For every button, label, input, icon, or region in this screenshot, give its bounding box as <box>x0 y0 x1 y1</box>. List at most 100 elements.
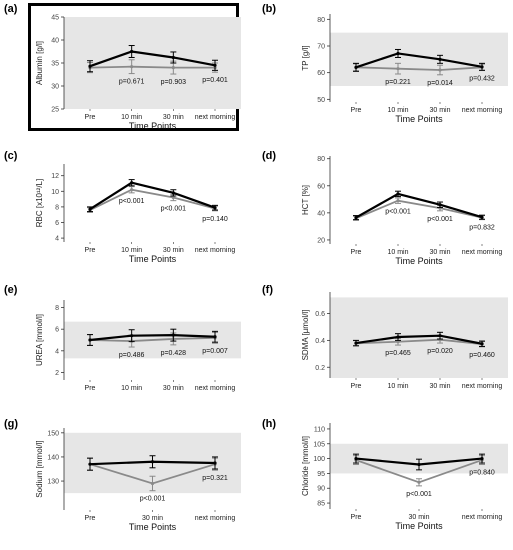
series-line <box>355 334 483 345</box>
data-point <box>130 49 134 54</box>
panel-label: (c) <box>4 150 18 162</box>
p-value-label: p=0.903 <box>161 79 187 86</box>
data-point <box>88 462 92 466</box>
reference-band <box>330 297 508 378</box>
x-tick-label: Pre <box>85 515 96 522</box>
y-tick-label: 8 <box>55 204 59 211</box>
y-tick-label: 60 <box>317 70 325 77</box>
p-value-label: p=0.486 <box>119 352 145 359</box>
x-tick-label: Pre <box>351 514 362 521</box>
y-axis-label: Sodium [mmol/l] <box>35 440 44 497</box>
x-tick-label: Pre <box>85 385 96 392</box>
data-point <box>417 462 421 467</box>
y-tick-label: 80 <box>317 17 325 24</box>
x-axis-label: Time Points <box>395 256 443 266</box>
y-tick-label: 90 <box>317 486 325 493</box>
x-tick-label: 10 min <box>121 247 142 254</box>
panel-e: (e) 2 4 6 8 UREA [mmol/l] Pre 10 min 30 min next … <box>4 284 241 392</box>
data-point <box>438 203 442 207</box>
series-line <box>355 192 483 219</box>
panel-label: (b) <box>262 3 276 15</box>
y-tick-label: 40 <box>51 38 59 45</box>
y-tick-label: 35 <box>51 61 59 68</box>
data-point <box>171 191 175 195</box>
y-tick-label: 105 <box>313 441 325 448</box>
data-point <box>130 65 134 69</box>
data-point <box>480 215 484 219</box>
data-point <box>213 461 217 465</box>
data-point <box>88 64 92 68</box>
series-line <box>89 188 216 211</box>
x-axis-label: Time Points <box>395 114 443 124</box>
panel-d: (d) 20 40 60 80 HCT [%] Pre 10 min 30 min next mo… <box>262 150 502 266</box>
x-tick-label: Pre <box>85 247 96 254</box>
panel-f: (f) 0.2 0.4 0.6 SDMA [µmol/l] Pre 10 min 30 min… <box>262 284 508 390</box>
data-point <box>130 181 134 185</box>
data-point <box>150 481 155 486</box>
p-value-label: p=0.321 <box>202 475 228 482</box>
y-tick-label: 20 <box>317 237 325 244</box>
y-axis-label: UREA [mmol/l] <box>35 314 44 366</box>
x-tick-label: 10 min <box>387 107 408 114</box>
y-axis-label: SDMA [µmol/l] <box>301 310 310 361</box>
data-point <box>417 480 421 484</box>
x-tick-label: 30 min <box>429 249 450 256</box>
p-value-label: p=0.428 <box>161 350 187 357</box>
y-tick-label: 80 <box>317 156 325 163</box>
reference-band <box>64 17 241 109</box>
x-tick-label: 30 min <box>142 515 163 522</box>
y-tick-label: 2 <box>55 370 59 377</box>
data-point <box>396 199 400 203</box>
y-tick-label: 0.2 <box>315 365 325 372</box>
p-value-label: p=0.401 <box>202 77 228 84</box>
x-tick-label: next morning <box>195 114 236 121</box>
x-tick-label: 10 min <box>387 383 408 390</box>
series-line <box>355 338 483 346</box>
y-tick-label: 6 <box>55 220 59 227</box>
data-point <box>396 340 400 344</box>
x-tick-label: Pre <box>351 383 362 390</box>
y-tick-label: 6 <box>55 327 59 334</box>
data-point <box>480 342 484 346</box>
x-tick-label: 10 min <box>387 249 408 256</box>
x-tick-label: next morning <box>195 515 236 522</box>
p-value-label: p=0.007 <box>202 348 228 355</box>
x-axis-label: Time Points <box>129 121 177 131</box>
y-tick-label: 10 <box>51 189 59 196</box>
x-axis-label: Time Points <box>395 521 443 531</box>
panel-label: (f) <box>262 284 273 296</box>
p-value-label: p<0.001 <box>406 491 432 498</box>
p-value-label: p=0.460 <box>469 352 495 359</box>
y-axis-label: Albumin [g/l] <box>35 41 44 85</box>
p-value-label: p<0.001 <box>385 208 411 215</box>
x-tick-label: Pre <box>351 107 362 114</box>
panel-label: (a) <box>4 3 18 15</box>
series-line <box>89 334 216 342</box>
panel-label: (g) <box>4 418 18 430</box>
y-tick-label: 140 <box>47 454 59 461</box>
y-tick-label: 25 <box>51 107 59 114</box>
y-tick-label: 40 <box>317 210 325 217</box>
y-tick-label: 4 <box>55 348 59 355</box>
data-point <box>438 68 442 72</box>
y-axis-label: TP [g/l] <box>301 45 310 70</box>
data-point <box>88 338 92 342</box>
x-tick-label: 10 min <box>121 385 142 392</box>
p-value-label: p=0.221 <box>385 79 411 86</box>
y-axis-label: HCT [%] <box>301 185 310 215</box>
series-line <box>89 65 215 69</box>
p-value-label: p<0.001 <box>140 496 166 503</box>
y-tick-label: 85 <box>317 501 325 508</box>
y-tick-label: 0.6 <box>315 311 325 318</box>
x-tick-label: 10 min <box>121 114 142 121</box>
series-line <box>355 66 483 71</box>
p-value-label: p=0.432 <box>469 76 495 83</box>
y-tick-label: 4 <box>55 236 59 243</box>
p-value-label: p<0.001 <box>119 198 145 205</box>
x-tick-label: next morning <box>195 247 236 254</box>
series-line <box>89 50 216 68</box>
x-tick-label: Pre <box>351 249 362 256</box>
data-point <box>480 65 484 69</box>
y-tick-label: 70 <box>317 44 325 51</box>
